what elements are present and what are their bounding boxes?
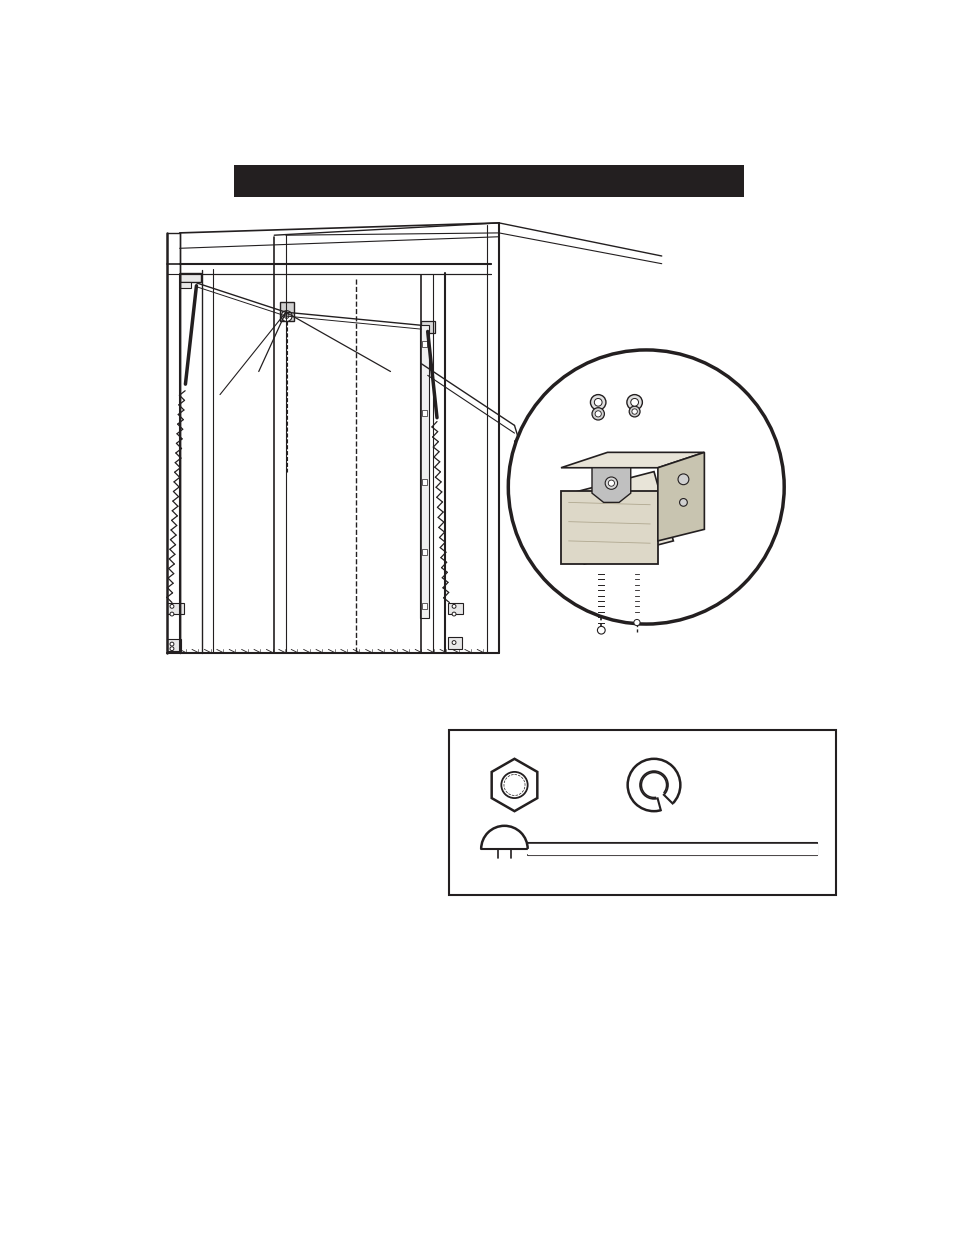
Circle shape xyxy=(508,350,783,624)
Polygon shape xyxy=(560,490,658,564)
Bar xyxy=(167,603,184,614)
Polygon shape xyxy=(592,468,630,503)
Polygon shape xyxy=(658,452,703,541)
Circle shape xyxy=(284,314,289,319)
Polygon shape xyxy=(564,472,673,564)
Bar xyxy=(448,730,835,895)
Bar xyxy=(422,548,427,555)
Circle shape xyxy=(639,771,667,799)
Bar xyxy=(419,325,429,618)
Circle shape xyxy=(452,641,456,645)
Circle shape xyxy=(608,480,614,487)
Circle shape xyxy=(170,647,173,651)
Circle shape xyxy=(604,477,617,489)
Circle shape xyxy=(633,620,639,626)
Bar xyxy=(422,410,427,416)
Circle shape xyxy=(281,311,292,321)
Bar xyxy=(167,640,181,651)
Circle shape xyxy=(629,406,639,417)
Circle shape xyxy=(595,411,600,417)
Bar xyxy=(279,303,294,321)
Circle shape xyxy=(626,395,641,410)
Circle shape xyxy=(592,408,604,420)
Bar xyxy=(179,282,191,288)
Polygon shape xyxy=(560,452,703,468)
Bar xyxy=(422,479,427,485)
Bar xyxy=(233,165,743,198)
Bar xyxy=(422,603,427,609)
Circle shape xyxy=(627,758,679,811)
Bar xyxy=(421,321,435,333)
Circle shape xyxy=(679,499,686,506)
Bar xyxy=(447,637,461,648)
Polygon shape xyxy=(491,758,537,811)
Circle shape xyxy=(500,772,527,798)
Circle shape xyxy=(630,399,638,406)
Bar xyxy=(179,273,201,282)
Bar xyxy=(422,341,427,347)
Circle shape xyxy=(678,474,688,484)
Circle shape xyxy=(590,395,605,410)
Circle shape xyxy=(594,399,601,406)
Circle shape xyxy=(452,604,456,609)
Circle shape xyxy=(170,642,173,646)
Bar xyxy=(447,603,463,614)
Circle shape xyxy=(452,613,456,616)
Circle shape xyxy=(631,409,637,414)
Circle shape xyxy=(597,626,604,634)
Circle shape xyxy=(170,604,173,609)
Wedge shape xyxy=(654,785,673,811)
Circle shape xyxy=(170,613,173,616)
